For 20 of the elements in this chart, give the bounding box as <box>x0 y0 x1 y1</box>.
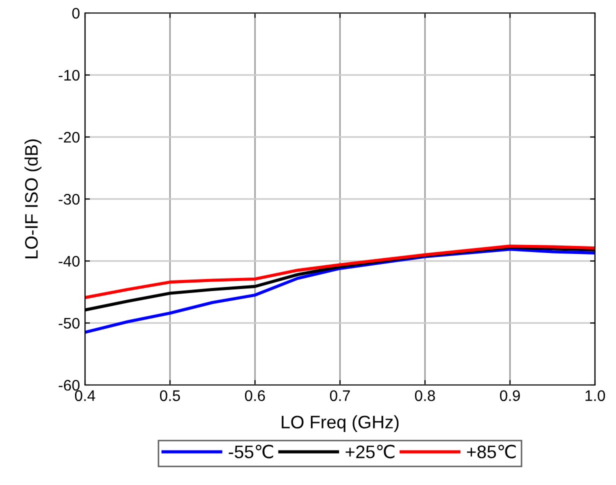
x-axis-title: LO Freq (GHz) <box>282 415 399 432</box>
x-tick-label: 0.5 <box>160 390 180 402</box>
x-tick-label: 0.7 <box>330 390 350 402</box>
x-tick-label: 0.9 <box>500 390 520 402</box>
legend-label: -55℃ <box>228 444 274 458</box>
y-tick-label: -50 <box>58 318 80 329</box>
y-tick-label: -10 <box>58 70 80 81</box>
y-tick-label: -30 <box>58 194 80 205</box>
x-tick-label: 0.8 <box>414 390 435 402</box>
x-tick-label: 0.4 <box>74 390 96 402</box>
x-tick-label: 0.6 <box>244 390 265 402</box>
legend-label: +25℃ <box>346 444 394 458</box>
y-axis-title: LO-IF ISO (dB) <box>24 139 42 258</box>
y-tick-label: 0 <box>72 8 80 19</box>
y-tick-label: -40 <box>58 256 80 267</box>
x-tick-label: 1.0 <box>586 390 606 402</box>
y-tick-label: -60 <box>58 380 80 391</box>
line-series <box>85 244 595 300</box>
y-tick-label: -20 <box>58 132 80 143</box>
legend-label: +85℃ <box>466 444 516 458</box>
